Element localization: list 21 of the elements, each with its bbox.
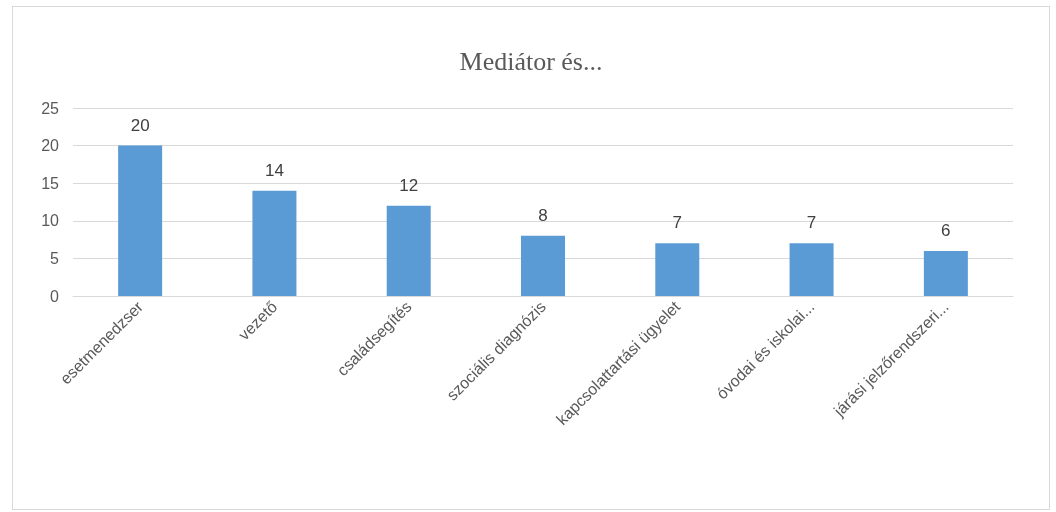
data-label: 14 [264, 160, 284, 180]
data-label: 12 [399, 175, 419, 195]
data-label: 20 [130, 115, 150, 135]
y-tick-label: 5 [50, 249, 60, 267]
bar [655, 243, 700, 296]
data-label: 8 [538, 205, 548, 225]
data-label: 7 [672, 213, 683, 233]
y-tick-label: 15 [41, 174, 60, 192]
y-tick-label: 10 [41, 212, 60, 230]
y-tick-label: 0 [50, 287, 60, 305]
data-label: 7 [806, 213, 817, 233]
y-tick-label: 25 [41, 99, 60, 117]
bar [386, 205, 431, 296]
data-label: 6 [941, 220, 951, 240]
bar [521, 235, 565, 296]
y-tick-label: 20 [41, 137, 60, 155]
bar [923, 250, 968, 296]
bar [118, 145, 163, 296]
chart-title: Mediátor és... [459, 46, 603, 76]
bar [789, 243, 834, 296]
bar [252, 190, 297, 296]
